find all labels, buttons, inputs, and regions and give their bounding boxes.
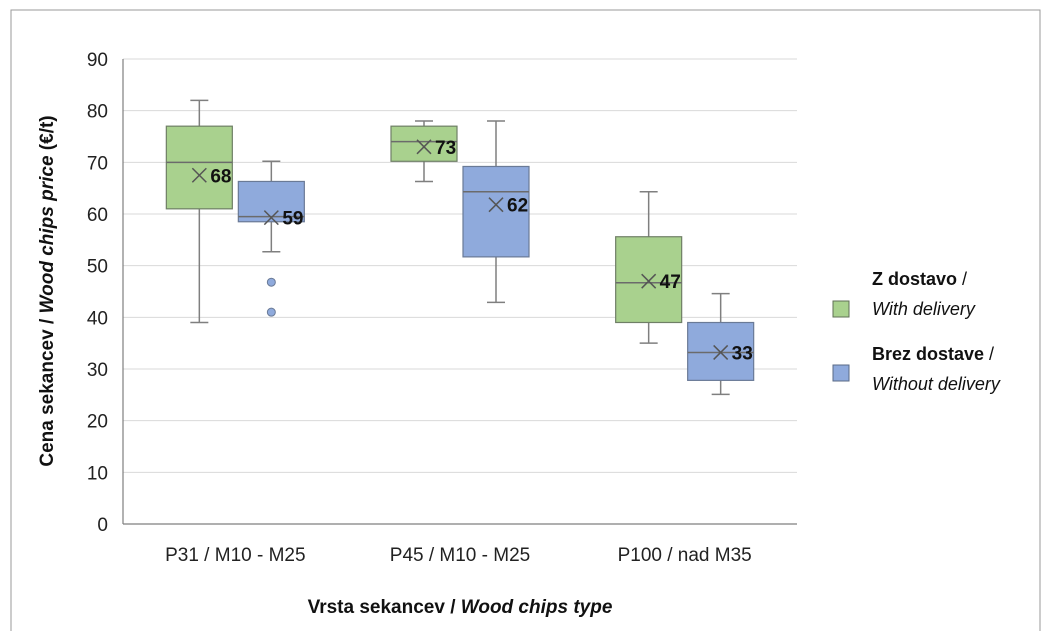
y-axis-title: Cena sekancev / Wood chips price (€/t): [37, 115, 58, 466]
mean-label: 73: [435, 138, 456, 159]
mean-label: 62: [507, 196, 528, 217]
box-s0-c2: 47: [615, 191, 683, 344]
legend-without-delivery-bold: Brez dostave: [872, 344, 984, 364]
box-s1-c2: 33: [687, 292, 755, 396]
y-axis-title-italic: Wood chips price: [37, 155, 58, 313]
outlier-point-1: [266, 307, 276, 317]
box-s1-c0: 59: [237, 160, 305, 317]
x-category-label-1: P45 / M10 - M25: [390, 545, 530, 566]
mean-marker-b: [641, 273, 657, 289]
mean-label: 33: [732, 343, 753, 364]
mean-marker-b: [416, 139, 432, 155]
box-iqr: [165, 125, 233, 210]
box-s0-c1: 73: [390, 120, 458, 183]
y-axis-title-main: Cena sekancev /: [37, 313, 58, 466]
y-tick-label-0: 0: [97, 515, 108, 536]
box-iqr: [615, 236, 683, 324]
y-tick-label-70: 70: [87, 153, 108, 174]
box-series: 68 73 47 59 62 33: [165, 99, 755, 396]
legend-label-with-delivery-main: Z dostavo /: [872, 269, 967, 289]
x-category-label-2: P100 / nad M35: [618, 545, 752, 566]
legend-label-without-delivery-main: Brez dostave /: [872, 344, 994, 364]
y-tick-label-40: 40: [87, 308, 108, 329]
legend: Z dostavo / With delivery Brez dostave /…: [832, 269, 1001, 394]
y-tick-label-30: 30: [87, 360, 108, 381]
y-tick-label-20: 20: [87, 412, 108, 433]
box-s0-c0: 68: [165, 99, 233, 324]
box-iqr: [390, 125, 458, 162]
box-iqr: [462, 165, 530, 258]
mean-marker-b: [488, 197, 504, 213]
legend-label-without-delivery-italic: Without delivery: [872, 374, 1001, 394]
legend-without-delivery-sep: /: [984, 344, 994, 364]
y-tick-label-60: 60: [87, 205, 108, 226]
y-tick-label-90: 90: [87, 50, 108, 71]
mean-label: 68: [210, 166, 231, 187]
mean-marker-b: [713, 344, 729, 360]
box-s1-c1: 62: [462, 120, 530, 304]
x-axis-title: Vrsta sekancev / Wood chips type: [308, 597, 613, 618]
y-tick-label-80: 80: [87, 102, 108, 123]
legend-swatch-without-delivery: [832, 364, 850, 382]
legend-with-delivery-bold: Z dostavo: [872, 269, 957, 289]
x-category-label-0: P31 / M10 - M25: [165, 545, 305, 566]
outlier-point-0: [266, 277, 276, 287]
chart-frame: [10, 9, 1041, 631]
y-tick-label-50: 50: [87, 257, 108, 278]
mean-marker-b: [263, 210, 279, 226]
x-axis-title-main: Vrsta sekancev /: [308, 597, 461, 618]
mean-marker-b: [191, 167, 207, 183]
x-axis-categories: P31 / M10 - M25 P45 / M10 - M25 P100 / nad…: [165, 545, 752, 566]
legend-with-delivery-sep: /: [957, 269, 967, 289]
mean-label: 59: [282, 209, 303, 230]
legend-label-with-delivery-italic: With delivery: [872, 299, 976, 319]
gridlines: [123, 58, 797, 473]
box-iqr: [237, 180, 305, 223]
y-axis-ticks: 0 10 20 30 40 50 60 70 80 90: [87, 50, 108, 536]
y-tick-label-10: 10: [87, 463, 108, 484]
mean-label: 47: [660, 272, 681, 293]
y-axis-title-unit: (€/t): [37, 115, 58, 155]
legend-swatch-with-delivery: [832, 300, 850, 318]
x-axis-title-italic: Wood chips type: [461, 597, 613, 618]
